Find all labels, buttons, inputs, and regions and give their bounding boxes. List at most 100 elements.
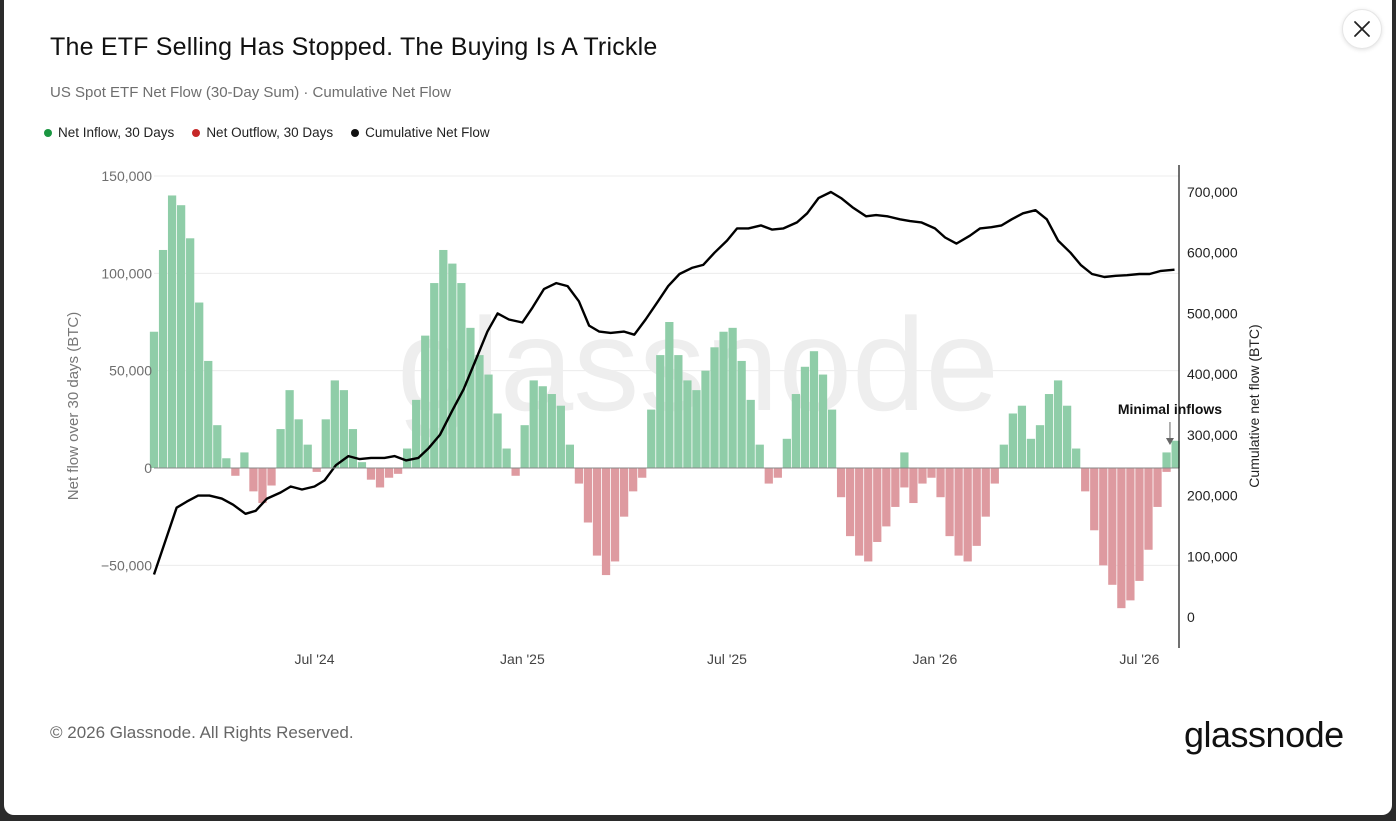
- y-right-tick-label: 400,000: [1187, 366, 1238, 382]
- inflow-bar: [493, 413, 502, 468]
- outflow-bar: [1144, 468, 1153, 550]
- outflow-bar: [873, 468, 882, 542]
- legend-item-outflow[interactable]: Net Outflow, 30 Days: [192, 125, 333, 140]
- inflow-bar: [240, 452, 249, 468]
- chart-title: The ETF Selling Has Stopped. The Buying …: [50, 33, 658, 61]
- outflow-bar: [574, 468, 584, 484]
- inflow-bar: [330, 380, 339, 468]
- inflow-bar: [1072, 448, 1081, 468]
- legend-label-outflow: Net Outflow, 30 Days: [206, 125, 334, 140]
- y-left-tick-label: 150,000: [101, 168, 152, 184]
- inflow-bar: [1044, 394, 1054, 468]
- inflow-bar: [213, 425, 222, 468]
- y-right-tick-label: 200,000: [1187, 488, 1238, 504]
- outflow-bar: [836, 468, 846, 498]
- outflow-bar: [312, 468, 321, 472]
- inflow-bar: [1017, 405, 1027, 468]
- close-button[interactable]: [1342, 9, 1382, 49]
- inflow-bar: [556, 405, 565, 468]
- outflow-bar: [1153, 468, 1162, 507]
- outflow-bar: [1117, 468, 1126, 609]
- chart-subtitle: US Spot ETF Net Flow (30-Day Sum) · Cumu…: [50, 84, 451, 101]
- inflow-bar: [809, 351, 819, 468]
- inflow-bar: [999, 444, 1008, 468]
- inflow-bar: [674, 355, 683, 468]
- outflow-bar: [918, 468, 927, 484]
- legend: Net Inflow, 30 Days Net Outflow, 30 Days…: [44, 125, 490, 140]
- inflow-bar: [439, 249, 448, 468]
- y-left-tick-label: 50,000: [109, 363, 152, 379]
- inflow-bar: [656, 355, 665, 468]
- inflow-bar: [746, 399, 755, 468]
- inflow-bar: [1062, 405, 1072, 468]
- x-tick-label: Jan '26: [913, 651, 958, 667]
- inflow-bar: [728, 327, 737, 468]
- outflow-bar: [1135, 468, 1144, 581]
- inflow-bar: [321, 419, 330, 468]
- inflow-bar: [412, 399, 421, 468]
- chart-area: glassnode 150,000100,00050,0000−50,00070…: [65, 165, 1262, 667]
- inflow-bar: [710, 347, 719, 468]
- inflow-bar: [448, 263, 457, 468]
- inflow-bar: [692, 390, 701, 468]
- inflow-bar: [285, 390, 294, 468]
- legend-dot-cumulative: [351, 128, 360, 137]
- inflow-bar: [683, 380, 692, 468]
- inflow-bar: [466, 327, 475, 468]
- outflow-bar: [629, 468, 638, 492]
- outflow-bar: [231, 468, 240, 476]
- outflow-bar: [773, 468, 782, 478]
- x-tick-label: Jan '25: [500, 651, 545, 667]
- inflow-bar: [348, 429, 358, 468]
- inflow-bar: [149, 331, 159, 468]
- outflow-bar: [1108, 468, 1117, 585]
- annotation-label: Minimal inflows: [1118, 401, 1222, 417]
- legend-item-inflow[interactable]: Net Inflow, 30 Days: [44, 125, 174, 140]
- y-right-tick-label: 700,000: [1187, 184, 1238, 200]
- legend-label-cumulative: Cumulative Net Flow: [365, 125, 490, 140]
- annotation-arrow-head: [1165, 438, 1174, 445]
- inflow-bar: [647, 409, 656, 468]
- inflow-bar: [547, 394, 556, 468]
- outflow-bar: [945, 468, 954, 537]
- x-tick-label: Jul '24: [294, 651, 334, 667]
- legend-item-cumulative[interactable]: Cumulative Net Flow: [351, 125, 490, 140]
- brand-logo: glassnode: [1184, 714, 1344, 755]
- outflow-bar: [864, 468, 873, 562]
- footer-copyright: © 2026 Glassnode. All Rights Reserved.: [50, 723, 354, 742]
- inflow-bar: [520, 425, 529, 468]
- inflow-bar: [403, 448, 412, 468]
- outflow-bar: [384, 468, 394, 478]
- y-left-tick-label: −50,000: [101, 557, 152, 573]
- outflow-bar: [375, 468, 385, 488]
- inflow-bar: [800, 366, 810, 468]
- legend-dot-inflow: [44, 128, 52, 137]
- outflow-bar: [764, 468, 773, 484]
- inflow-bar: [303, 444, 312, 468]
- y-right-tick-label: 500,000: [1187, 305, 1238, 321]
- inflow-bar: [737, 360, 746, 468]
- outflow-bar: [882, 468, 891, 527]
- inflow-bar: [818, 374, 828, 468]
- outflow-bar: [601, 468, 611, 576]
- legend-label-inflow: Net Inflow, 30 Days: [58, 125, 175, 140]
- inflow-bar: [276, 429, 285, 468]
- inflow-bar: [339, 390, 348, 468]
- inflow-bar: [1035, 425, 1045, 468]
- inflow-bar: [475, 355, 484, 468]
- inflow-bar: [294, 419, 303, 468]
- cumulative-line-group: [152, 190, 1175, 575]
- x-tick-label: Jul '26: [1119, 651, 1159, 667]
- inflow-bar: [782, 438, 791, 468]
- inflow-bar: [565, 444, 575, 468]
- outflow-bar: [972, 468, 981, 546]
- outflow-bar: [963, 468, 972, 562]
- outflow-bar: [619, 468, 629, 517]
- outflow-bar: [511, 468, 520, 476]
- inflow-bar: [222, 458, 231, 468]
- outflow-bar: [366, 468, 376, 480]
- outflow-bar: [610, 468, 620, 562]
- outflow-bar: [1099, 468, 1108, 566]
- x-tick-label: Jul '25: [707, 651, 747, 667]
- outflow-bar: [936, 468, 945, 498]
